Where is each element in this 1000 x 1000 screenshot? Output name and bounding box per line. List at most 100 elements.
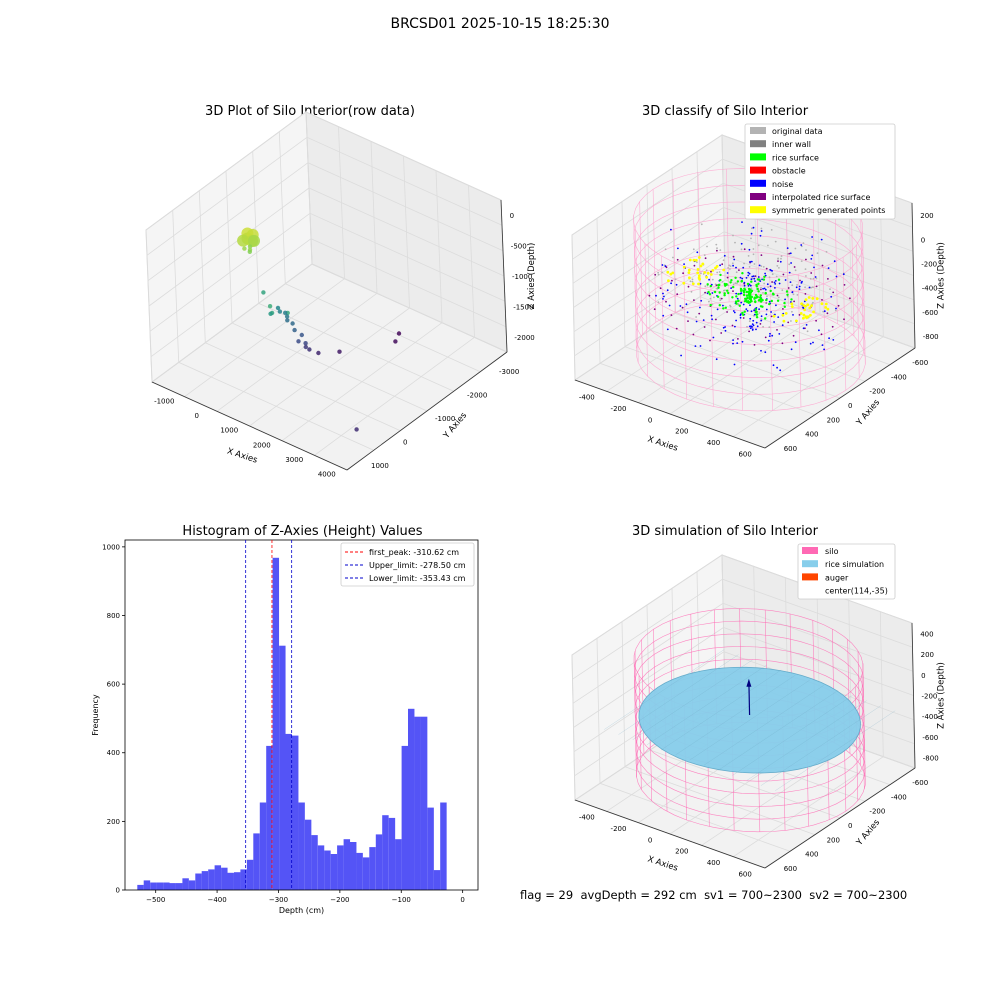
plot2-silo-strut	[672, 179, 677, 313]
plot1-data-point	[261, 290, 266, 295]
histogram-bar	[182, 878, 189, 890]
plot2-silo-strut	[842, 257, 847, 391]
plot2-symmetric-point	[805, 316, 809, 320]
plot2-noise-point	[662, 292, 664, 295]
plot2-noise-point	[735, 266, 737, 269]
plot2-noise-point	[760, 349, 762, 352]
plot4-grid-z	[571, 554, 913, 656]
plot2-interpolated-point	[787, 287, 790, 289]
histogram-bar	[369, 847, 376, 890]
plot2-symmetric-point	[808, 306, 812, 310]
plot2-interpolated-point	[782, 308, 784, 310]
plot2-original-point	[674, 278, 677, 281]
plot2-symmetric-point	[667, 279, 670, 283]
plot2-original-point	[700, 223, 703, 226]
plot4-silo-strut	[857, 650, 861, 765]
plot2-noise-point	[778, 333, 781, 335]
plot2-symmetric-point	[807, 296, 811, 299]
plot2-noise-point	[740, 301, 743, 304]
plot2-noise-point	[781, 324, 784, 327]
plot2-symmetric-point	[691, 282, 695, 286]
plot2-noise-point	[821, 344, 824, 346]
plot2-symmetric-point	[784, 312, 788, 315]
plot2-interpolated-point	[737, 338, 739, 340]
plot2-noise-point	[662, 298, 664, 300]
plot1-axes: -1000 0 1000 2000 3000 4000 1000 0 -1000 -2000 -30…	[145, 111, 537, 479]
plot2-symmetric-point	[815, 297, 819, 301]
plot1-x-tick-label: 1000	[220, 427, 238, 435]
plot2-rice-point	[783, 305, 786, 308]
plot1-data-point	[303, 344, 308, 350]
histogram-y-tick-label: 400	[107, 749, 120, 757]
plot2-original-point	[716, 271, 719, 274]
plot2-noise-point	[733, 258, 736, 261]
plot4-y-tick-label: -200	[869, 808, 885, 816]
plot1-data-point	[316, 350, 321, 356]
plot2-original-point	[696, 261, 698, 264]
histogram-x-tick-label: −100	[392, 896, 411, 904]
plot2-noise-point	[753, 313, 756, 316]
plot2-interpolated-point	[815, 285, 818, 288]
plot2-noise-point	[833, 260, 836, 263]
plot2-rice-point	[783, 301, 786, 305]
plot4-z-tick-label: -600	[922, 734, 938, 742]
plot2-symmetric-point	[671, 271, 675, 275]
plot2-rice-point	[769, 289, 772, 293]
plot2-original-point	[806, 330, 809, 333]
plot1-z-tick-label: -500	[511, 243, 527, 251]
plot2-original-point	[792, 293, 795, 296]
plot2-original-point	[812, 277, 815, 280]
plot2-rice-point	[744, 299, 748, 302]
plot2-original-point	[752, 248, 755, 250]
plot2-symmetric-point	[810, 304, 813, 307]
plot2-interpolated-point	[704, 257, 707, 260]
plot2-rice-point	[707, 290, 710, 294]
plot2-original-point	[762, 325, 764, 328]
plot2-original-point	[794, 247, 797, 250]
plot2-noise-point	[748, 248, 751, 251]
plot2-interpolated-point	[742, 317, 745, 319]
plot2-interpolated-point	[716, 249, 718, 252]
plot1-z-tick-label: 0	[510, 212, 514, 220]
plot2-rice-point	[742, 289, 745, 293]
plot2-original-point	[708, 300, 710, 303]
plot2-rice-point	[759, 294, 762, 297]
plot2-noise-point	[772, 364, 775, 367]
plot2-noise-point	[753, 277, 756, 280]
plot1-data-point	[296, 339, 301, 344]
plot2-symmetric-point	[666, 270, 670, 274]
plot1-data-point	[268, 311, 273, 316]
plot2-original-point	[762, 266, 765, 268]
histogram-bar	[356, 852, 363, 890]
figure-title: BRCSD01 2025-10-15 18:25:30	[390, 16, 610, 32]
plot2-silo-strut	[639, 201, 643, 335]
histogram-bar	[234, 872, 241, 890]
histogram-frame	[124, 539, 479, 891]
plot2-noise-point	[741, 221, 743, 224]
plot2-noise-point	[775, 304, 777, 307]
plot2-noise-point	[764, 272, 766, 275]
plot2-legend-label: obstacle	[772, 167, 806, 176]
plot2-z-tick-label: -200	[921, 260, 937, 268]
plot2-symmetric-point	[722, 268, 726, 272]
plot2-noise-point	[735, 319, 737, 322]
plot2-interpolated-point	[732, 290, 734, 292]
plot2-rice-point	[777, 278, 781, 281]
plot2-original-point	[800, 260, 803, 262]
plot2-interpolated-point	[827, 278, 829, 280]
plot2-noise-point	[763, 287, 766, 290]
plot2-rice-point	[756, 313, 759, 316]
plot2-noise-point	[818, 329, 820, 332]
histogram-bar	[362, 857, 370, 890]
plot2-original-point	[727, 267, 729, 269]
plot2-rice-point	[765, 298, 768, 302]
plot2-original-point	[791, 310, 793, 313]
plot2-rice-point	[734, 276, 737, 279]
plot1-grid-y	[305, 111, 508, 353]
histogram-bar	[201, 871, 209, 890]
plot2-symmetric-point	[826, 307, 830, 311]
histogram-bar	[324, 850, 331, 890]
plot2-noise-point	[670, 282, 672, 285]
plot2-silo-strut	[739, 277, 743, 411]
